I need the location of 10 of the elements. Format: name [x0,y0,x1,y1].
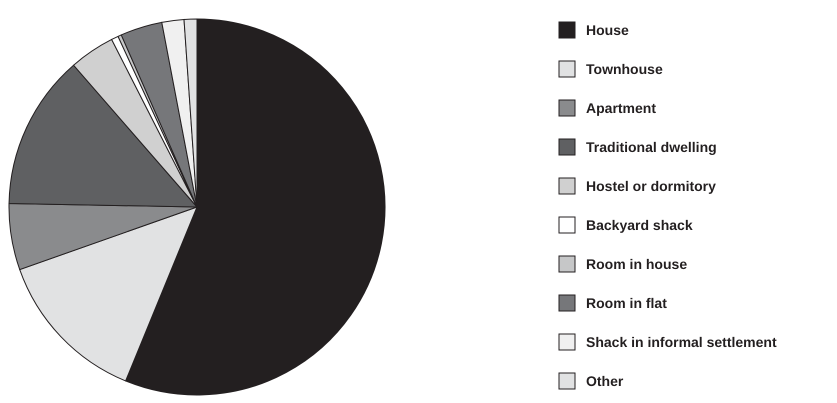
legend-label: House [586,22,629,38]
legend-label: Room in flat [586,295,667,311]
legend-label: Shack in informal settlement [586,334,777,350]
legend-label: Traditional dwelling [586,139,717,155]
legend-label: Room in house [586,256,688,272]
legend-label: Townhouse [586,61,663,77]
legend-label: Apartment [586,100,656,116]
legend-label: Other [586,373,624,389]
legend-label: Backyard shack [586,217,693,233]
legend-label: Hostel or dormitory [586,178,716,194]
